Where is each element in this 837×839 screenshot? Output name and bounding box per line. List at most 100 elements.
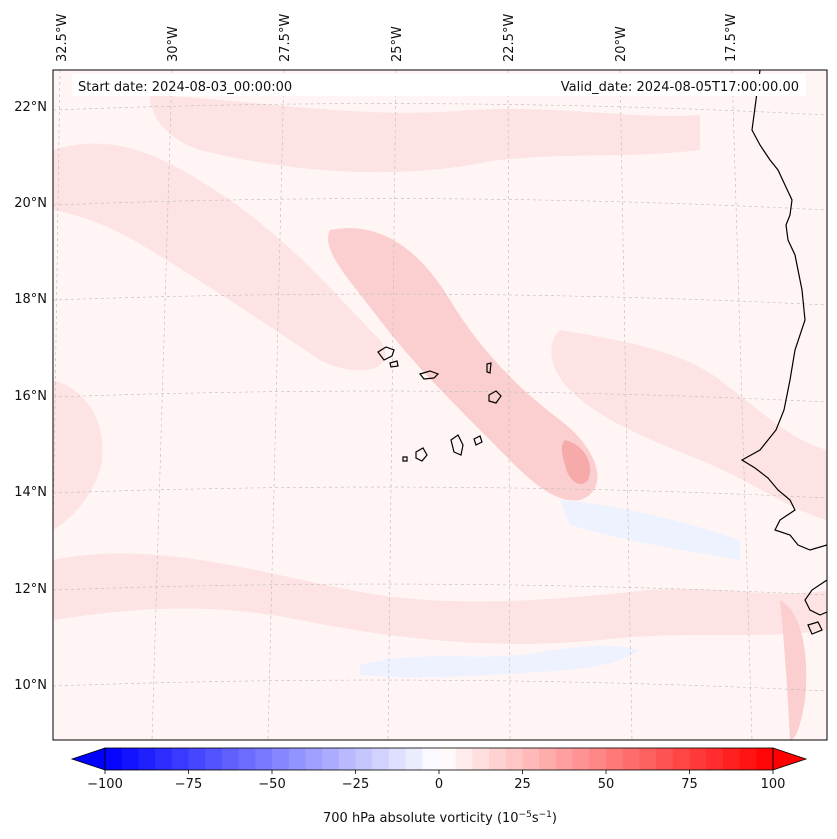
- colorbar-segment: [489, 748, 507, 770]
- colorbar-label: 700 hPa absolute vorticity (10−5s−1): [323, 810, 557, 826]
- vorticity-max-east: [561, 440, 591, 485]
- lon-label-32-5w: 32.5°W: [55, 14, 70, 62]
- colorbar-segment: [272, 748, 290, 770]
- colorbar-segment: [522, 748, 540, 770]
- lat-label-16n: 16°N: [14, 389, 47, 404]
- colorbar-segment: [171, 748, 189, 770]
- colorbar-segment: [121, 748, 139, 770]
- meridian-22-5w: [507, 70, 511, 740]
- colorbar-segment: [221, 748, 239, 770]
- island-fogo: [415, 447, 428, 462]
- meridian-17-5w: [731, 70, 753, 740]
- lat-label-20n: 20°N: [14, 196, 47, 211]
- colorbar-segment: [388, 748, 406, 770]
- colorbar-segment: [656, 748, 674, 770]
- colorbar-tick-label: −100: [87, 777, 123, 792]
- island-sal: [486, 362, 492, 374]
- lon-label-27-5w: 27.5°W: [278, 14, 293, 62]
- parallel-12n: [53, 583, 827, 596]
- colorbar-segment: [722, 748, 740, 770]
- island-santo-antao: [377, 346, 395, 361]
- meridian-30w: [151, 70, 173, 740]
- colorbar-segment: [338, 748, 356, 770]
- colorbar-tick-label: −25: [342, 777, 369, 792]
- vorticity-band-north: [150, 95, 700, 173]
- africa-coastline: [740, 70, 827, 551]
- parallel-16n: [53, 390, 827, 403]
- colorbar-segment: [305, 748, 323, 770]
- colorbar-segment: [205, 748, 223, 770]
- meridian-20w: [619, 70, 633, 740]
- lat-label-18n: 18°N: [14, 292, 47, 307]
- vorticity-band-nw: [53, 143, 386, 371]
- bijagos-islands: [807, 621, 823, 635]
- island-brava: [402, 456, 408, 462]
- colorbar-tick-label: 100: [761, 777, 786, 792]
- colorbar-segment: [422, 748, 440, 770]
- lon-label-22-5w: 22.5°W: [502, 14, 517, 62]
- colorbar-tick-label: 50: [598, 777, 615, 792]
- colorbar-segment: [188, 748, 206, 770]
- colorbar-segment: [372, 748, 390, 770]
- colorbar-extend-high: [772, 747, 808, 771]
- colorbar-segment: [606, 748, 624, 770]
- lon-label-30w: 30°W: [166, 26, 181, 62]
- island-sao-nicolau: [418, 370, 440, 380]
- meridian-25w: [387, 70, 397, 740]
- parallel-14n: [53, 486, 827, 499]
- lon-label-17-5w: 17.5°W: [724, 14, 739, 62]
- header-background: [72, 74, 806, 96]
- lat-label-12n: 12°N: [14, 582, 47, 597]
- colorbar-segment: [238, 748, 256, 770]
- colorbar-segment: [355, 748, 373, 770]
- island-boa-vista: [488, 390, 502, 404]
- colorbar-segment: [255, 748, 273, 770]
- parallel-20n: [53, 198, 827, 211]
- map-frame: [52, 69, 828, 741]
- colorbar-segment: [288, 748, 306, 770]
- colorbar-segment: [155, 748, 173, 770]
- colorbar-segment: [322, 748, 340, 770]
- lon-label-20w: 20°W: [614, 26, 629, 62]
- colorbar: −100 −75 −50 −25 0 25 50 75 100 700 hPa absolute…: [70, 747, 808, 826]
- colorbar-segment: [505, 748, 523, 770]
- colorbar-segment: [589, 748, 607, 770]
- colorbar-segment: [572, 748, 590, 770]
- colorbar-tick-label: −50: [258, 777, 285, 792]
- colorbar-segment: [689, 748, 707, 770]
- vorticity-coastal-max: [780, 600, 807, 740]
- vorticity-band-east: [551, 330, 827, 520]
- start-date-label: Start date: 2024-08-03_00:00:00: [78, 80, 292, 95]
- latitude-labels: 22°N 20°N 18°N 16°N 14°N 12°N 10°N: [14, 100, 47, 693]
- longitude-labels: 32.5°W 30°W 27.5°W 25°W 22.5°W 20°W 17.5…: [55, 14, 739, 62]
- parallel-10n: [53, 679, 827, 692]
- colorbar-segment: [739, 748, 757, 770]
- colorbar-segment: [639, 748, 657, 770]
- colorbar-tick-label: 25: [514, 777, 531, 792]
- colorbar-extend-low: [70, 747, 106, 771]
- lat-label-10n: 10°N: [14, 678, 47, 693]
- island-santiago: [450, 434, 464, 456]
- vorticity-band-south: [53, 553, 827, 644]
- vorticity-negative-east: [560, 500, 740, 560]
- island-maio: [473, 435, 483, 446]
- colorbar-segment: [138, 748, 156, 770]
- vorticity-field: [53, 95, 827, 740]
- colorbar-segment: [756, 748, 774, 770]
- valid-date-label: Valid_date: 2024-08-05T17:00:00.00: [561, 80, 799, 95]
- map-panel: [53, 70, 827, 740]
- colorbar-tick-label: 75: [681, 777, 698, 792]
- colorbar-segment: [455, 748, 473, 770]
- colorbar-segment: [622, 748, 640, 770]
- colorbar-tick-label: 0: [435, 777, 443, 792]
- colorbar-segment: [706, 748, 724, 770]
- colorbar-segment: [105, 748, 123, 770]
- vorticity-negative-south: [360, 645, 640, 678]
- parallel-18n: [53, 293, 827, 306]
- lat-label-14n: 14°N: [14, 485, 47, 500]
- parallel-22n: [53, 103, 827, 116]
- lat-label-22n: 22°N: [14, 100, 47, 115]
- coastlines: [377, 70, 827, 635]
- colorbar-segment: [539, 748, 557, 770]
